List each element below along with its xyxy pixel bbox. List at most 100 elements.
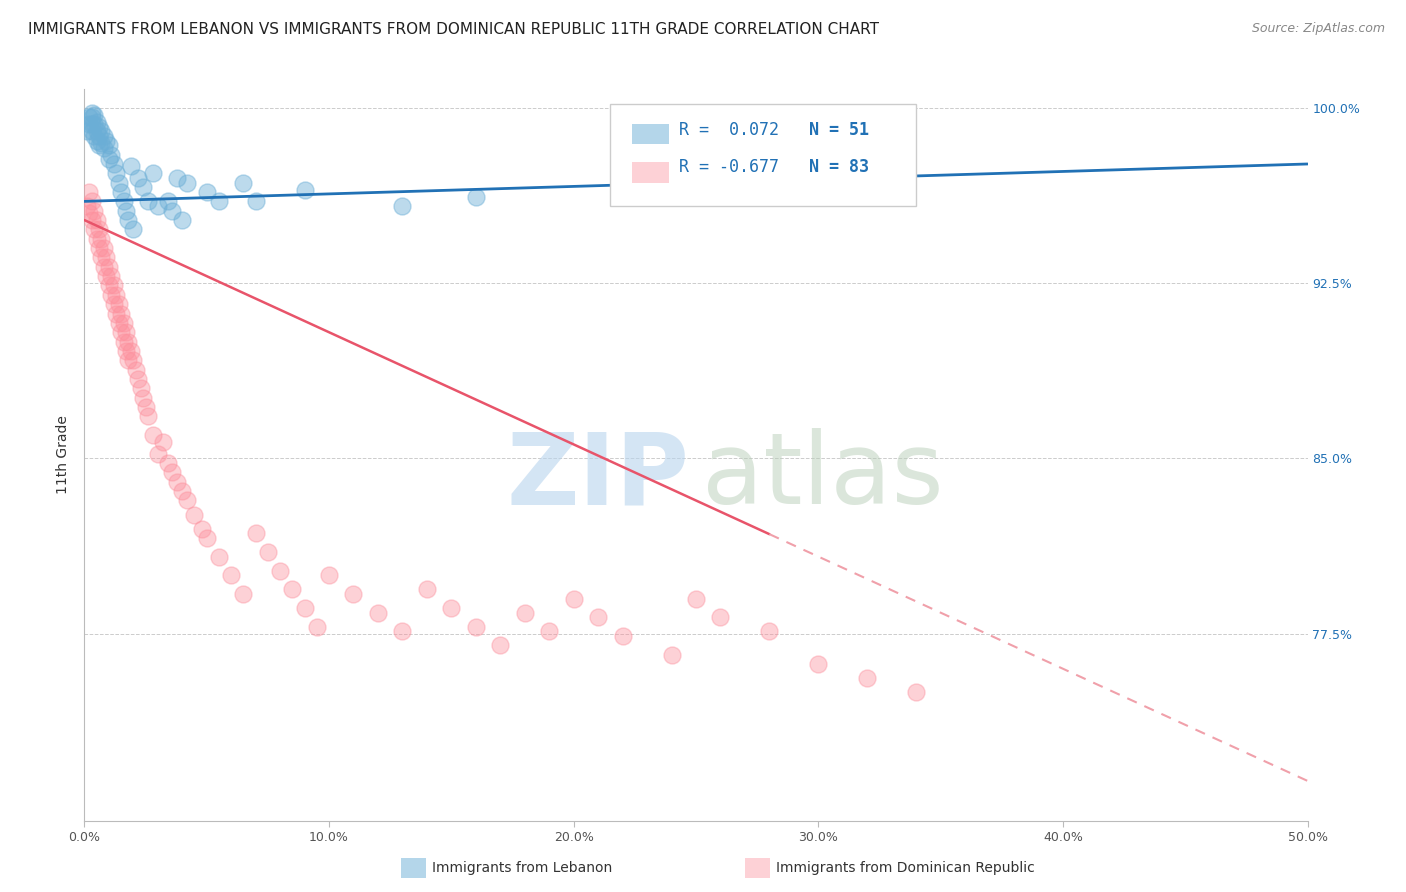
Point	[191, 522, 214, 536]
Point	[146, 447, 169, 461]
Point	[176, 493, 198, 508]
Point	[107, 176, 129, 190]
Point	[76, 124, 98, 138]
Point	[142, 428, 165, 442]
Point	[117, 213, 139, 227]
Point	[100, 269, 122, 284]
Point	[152, 435, 174, 450]
Point	[96, 134, 118, 148]
Point	[305, 620, 328, 634]
Point	[166, 171, 188, 186]
FancyBboxPatch shape	[633, 162, 669, 183]
Point	[96, 251, 118, 265]
Point	[97, 153, 120, 167]
Point	[97, 278, 120, 293]
Point	[100, 288, 122, 302]
Point	[76, 199, 98, 213]
Point	[269, 564, 291, 578]
Point	[162, 466, 184, 480]
Point	[103, 278, 125, 293]
Point	[86, 213, 108, 227]
Point	[112, 194, 135, 209]
Point	[107, 316, 129, 330]
Point	[294, 601, 316, 615]
Point	[77, 206, 100, 220]
Point	[208, 194, 231, 209]
Point	[90, 232, 112, 246]
Point	[245, 194, 267, 209]
Point	[146, 199, 169, 213]
Point	[80, 213, 103, 227]
Point	[80, 105, 103, 120]
Point	[87, 128, 110, 143]
Point	[107, 297, 129, 311]
Point	[86, 115, 108, 129]
Point	[80, 194, 103, 209]
Point	[183, 508, 205, 522]
Point	[219, 568, 242, 582]
FancyBboxPatch shape	[610, 103, 917, 206]
Point	[709, 610, 731, 624]
Point	[132, 391, 155, 405]
Point	[162, 203, 184, 218]
Point	[117, 353, 139, 368]
Point	[115, 203, 138, 218]
Point	[156, 456, 179, 470]
Point	[93, 260, 115, 274]
Point	[83, 117, 105, 131]
Point	[83, 128, 105, 143]
Point	[77, 110, 100, 124]
Text: IMMIGRANTS FROM LEBANON VS IMMIGRANTS FROM DOMINICAN REPUBLIC 11TH GRADE CORRELA: IMMIGRANTS FROM LEBANON VS IMMIGRANTS FR…	[28, 22, 879, 37]
Point	[115, 325, 138, 339]
Point	[232, 587, 254, 601]
Point	[122, 222, 145, 236]
Point	[86, 134, 108, 148]
Text: atlas: atlas	[702, 428, 943, 525]
Point	[127, 171, 149, 186]
Point	[100, 147, 122, 161]
Point	[96, 269, 118, 284]
Point	[294, 183, 316, 197]
Point	[112, 316, 135, 330]
Text: R = -0.677: R = -0.677	[679, 159, 779, 177]
Point	[90, 124, 112, 138]
Point	[83, 203, 105, 218]
Point	[807, 657, 830, 671]
Point	[562, 591, 585, 606]
Text: Immigrants from Lebanon: Immigrants from Lebanon	[432, 861, 612, 875]
Point	[172, 213, 194, 227]
Point	[120, 343, 142, 358]
Text: N = 83: N = 83	[808, 159, 869, 177]
Point	[105, 166, 128, 180]
Point	[83, 108, 105, 122]
Point	[77, 185, 100, 199]
Point	[440, 601, 463, 615]
Point	[97, 260, 120, 274]
Point	[208, 549, 231, 564]
Point	[135, 400, 157, 414]
Point	[132, 180, 155, 194]
Point	[83, 222, 105, 236]
Point	[281, 582, 304, 597]
Point	[90, 251, 112, 265]
Point	[464, 620, 486, 634]
Point	[93, 140, 115, 154]
Point	[110, 325, 132, 339]
Text: N = 51: N = 51	[808, 121, 869, 139]
Point	[90, 136, 112, 150]
Point	[120, 159, 142, 173]
Point	[80, 110, 103, 124]
Point	[391, 624, 413, 639]
Point	[103, 297, 125, 311]
Point	[142, 166, 165, 180]
Point	[93, 241, 115, 255]
Point	[80, 124, 103, 138]
Point	[685, 591, 707, 606]
Point	[110, 307, 132, 321]
Text: Source: ZipAtlas.com: Source: ZipAtlas.com	[1251, 22, 1385, 36]
Point	[136, 409, 159, 424]
Point	[538, 624, 561, 639]
Point	[195, 531, 218, 545]
Point	[513, 606, 536, 620]
Point	[176, 176, 198, 190]
